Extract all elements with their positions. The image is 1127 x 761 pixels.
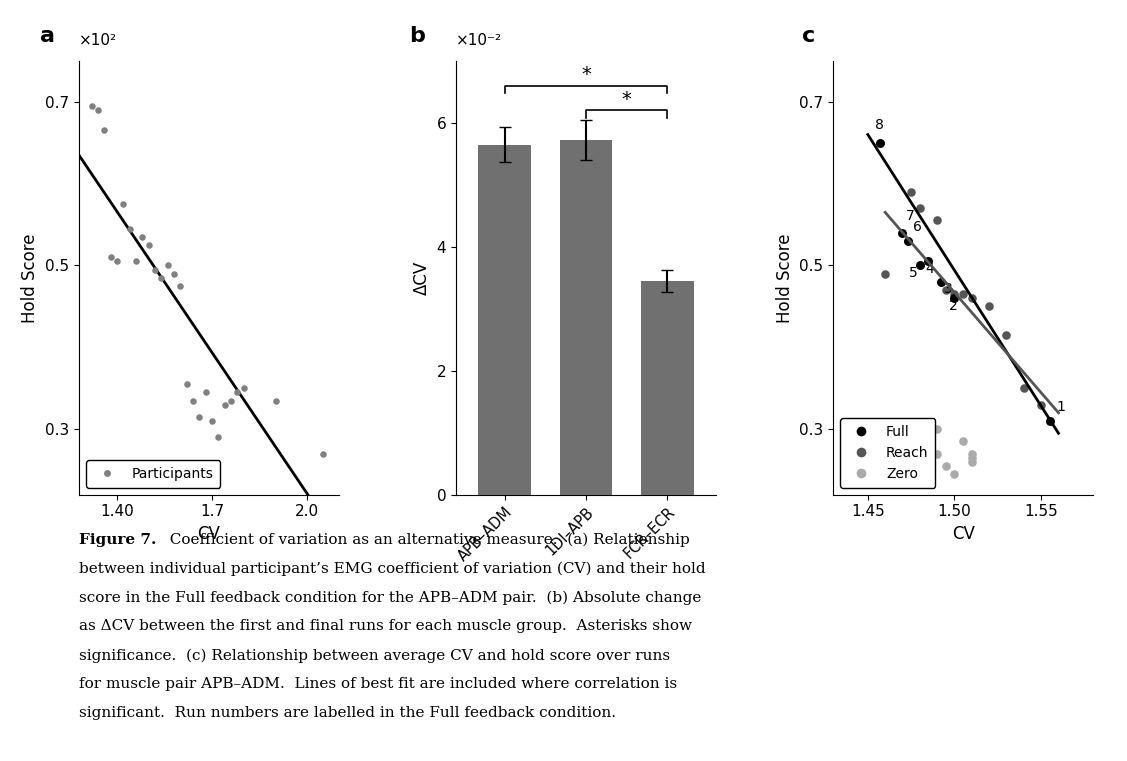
Point xyxy=(911,202,929,215)
Point xyxy=(133,231,151,243)
Point xyxy=(937,284,955,296)
Text: for muscle pair APB–ADM.  Lines of best fit are included where correlation is: for muscle pair APB–ADM. Lines of best f… xyxy=(79,677,677,691)
Point xyxy=(902,186,920,198)
Point xyxy=(171,280,189,292)
Point xyxy=(946,468,964,480)
Text: 7: 7 xyxy=(906,209,915,223)
Text: score in the Full feedback condition for the APB–ADM pair.  (b) Absolute change: score in the Full feedback condition for… xyxy=(79,591,701,605)
Point xyxy=(894,427,912,439)
Text: 2: 2 xyxy=(949,299,958,313)
Point xyxy=(871,137,889,149)
Legend: Full, Reach, Zero: Full, Reach, Zero xyxy=(840,418,935,488)
Y-axis label: ΔCV: ΔCV xyxy=(412,260,431,295)
Point xyxy=(962,452,980,464)
Text: between individual participant’s EMG coefficient of variation (CV) and their hol: between individual participant’s EMG coe… xyxy=(79,562,706,576)
Point xyxy=(929,215,947,227)
Text: 5: 5 xyxy=(909,266,919,280)
Text: c: c xyxy=(802,26,815,46)
Point xyxy=(101,251,119,263)
Point xyxy=(203,415,221,427)
Point xyxy=(902,452,920,464)
Point xyxy=(266,394,284,406)
Point xyxy=(114,198,132,210)
Text: Figure 7.: Figure 7. xyxy=(79,533,157,546)
Point xyxy=(980,301,999,313)
Point xyxy=(234,382,252,394)
Text: Coefficient of variation as an alternative measure.  (a) Relationship: Coefficient of variation as an alternati… xyxy=(160,533,690,547)
Point xyxy=(1041,415,1059,427)
Point xyxy=(955,435,973,447)
Point xyxy=(314,447,332,460)
Point xyxy=(1014,382,1032,394)
Text: ×10²: ×10² xyxy=(79,33,117,48)
Text: 1: 1 xyxy=(1057,400,1066,414)
Point xyxy=(159,260,177,272)
Point xyxy=(178,378,196,390)
Text: 4: 4 xyxy=(925,262,934,276)
Point xyxy=(929,423,947,435)
Point xyxy=(82,100,100,112)
Point xyxy=(229,387,247,399)
Point xyxy=(920,255,938,267)
Point xyxy=(946,288,964,301)
Point xyxy=(165,268,183,280)
Text: *: * xyxy=(582,65,591,84)
Bar xyxy=(478,145,531,495)
Point xyxy=(184,394,202,406)
Point xyxy=(962,456,980,468)
Point xyxy=(215,399,233,411)
Point xyxy=(946,292,964,304)
Point xyxy=(222,394,240,406)
Text: b: b xyxy=(409,26,425,46)
Legend: Participants: Participants xyxy=(86,460,221,488)
Text: a: a xyxy=(39,26,55,46)
Point xyxy=(932,275,950,288)
Point xyxy=(108,255,126,267)
Point xyxy=(955,288,973,301)
Point xyxy=(190,411,208,423)
Bar xyxy=(560,140,612,495)
Y-axis label: Hold Score: Hold Score xyxy=(21,233,39,323)
X-axis label: CV: CV xyxy=(197,525,221,543)
Point xyxy=(89,104,107,116)
Y-axis label: Hold Score: Hold Score xyxy=(775,233,793,323)
Text: ×10⁻²: ×10⁻² xyxy=(456,33,503,48)
Point xyxy=(911,260,929,272)
Point xyxy=(876,268,894,280)
Point xyxy=(937,460,955,472)
Text: significant.  Run numbers are labelled in the Full feedback condition.: significant. Run numbers are labelled in… xyxy=(79,706,615,720)
Point xyxy=(96,124,114,136)
Text: as ΔCV between the first and final runs for each muscle group.  Asterisks show: as ΔCV between the first and final runs … xyxy=(79,619,692,633)
X-axis label: CV: CV xyxy=(951,525,975,543)
Point xyxy=(147,263,165,275)
Point xyxy=(997,329,1015,341)
Text: *: * xyxy=(622,90,631,109)
Point xyxy=(1032,399,1050,411)
Text: 6: 6 xyxy=(913,221,922,234)
Bar xyxy=(641,281,694,495)
Text: 3: 3 xyxy=(944,282,952,296)
Point xyxy=(911,464,929,476)
Text: 8: 8 xyxy=(875,118,884,132)
Point xyxy=(197,387,215,399)
Point xyxy=(210,431,228,444)
Point xyxy=(121,222,139,234)
Point xyxy=(962,447,980,460)
Point xyxy=(894,227,912,239)
Point xyxy=(962,292,980,304)
Point xyxy=(140,239,158,251)
Point xyxy=(898,235,916,247)
Point xyxy=(152,272,170,284)
Point xyxy=(929,447,947,460)
Point xyxy=(127,255,145,267)
Text: significance.  (c) Relationship between average CV and hold score over runs: significance. (c) Relationship between a… xyxy=(79,648,671,663)
